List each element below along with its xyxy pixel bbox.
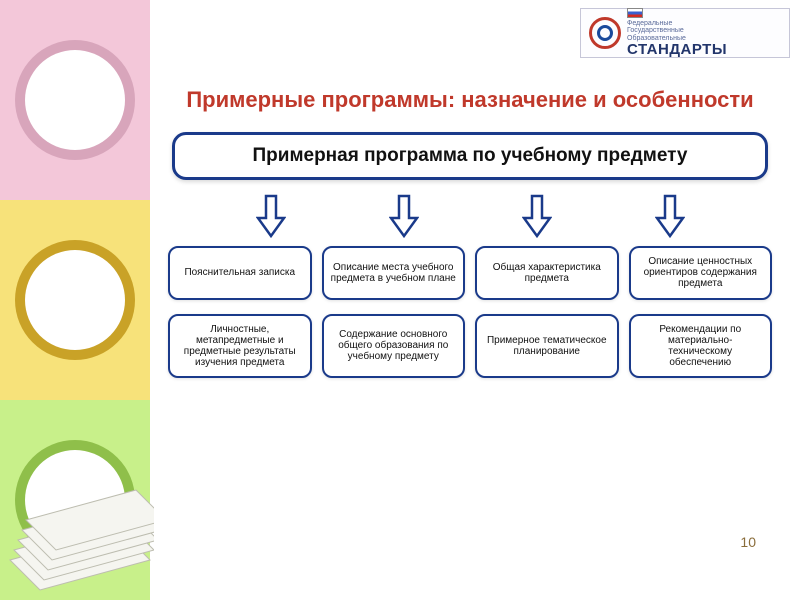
arrow-down-icon [655, 194, 685, 238]
clock-icon [15, 40, 135, 160]
flag-icon [627, 8, 643, 18]
standards-badge: Федеральные Государственные Образователь… [580, 8, 790, 58]
slide-number: 10 [740, 534, 756, 550]
clock-icon [15, 240, 135, 360]
row-2: Личностные, метапредметные и предметные … [168, 314, 772, 378]
box-value-orient: Описание ценностных ориентиров содержани… [629, 246, 773, 300]
slide-content: Примерные программы: назначение и особен… [154, 78, 786, 560]
badge-brand: СТАНДАРТЫ [627, 42, 727, 58]
row-1: Пояснительная записка Описание места уче… [168, 246, 772, 300]
arrow-down-icon [256, 194, 286, 238]
arrow-down-icon [389, 194, 419, 238]
box-general-char: Общая характеристика предмета [475, 246, 619, 300]
arrow-down-icon [522, 194, 552, 238]
badge-subtitle: Федеральные Государственные Образователь… [627, 8, 727, 42]
box-results: Личностные, метапредметные и предметные … [168, 314, 312, 378]
box-place-description: Описание места учебного предмета в учебн… [322, 246, 466, 300]
box-recommend: Рекомендации по материально-техническому… [629, 314, 773, 378]
box-planning: Примерное тематическое планирование [475, 314, 619, 378]
sidebar-cell-2 [0, 200, 150, 400]
arrows-row [204, 194, 736, 238]
paper-stack-icon [0, 410, 160, 600]
main-concept-box: Примерная программа по учебному предмету [172, 132, 768, 180]
box-content: Содержание основного общего образования … [322, 314, 466, 378]
box-explanatory-note: Пояснительная записка [168, 246, 312, 300]
standards-logo-icon [589, 17, 621, 49]
sidebar-cell-1 [0, 0, 150, 200]
slide-title: Примерные программы: назначение и особен… [154, 78, 786, 128]
